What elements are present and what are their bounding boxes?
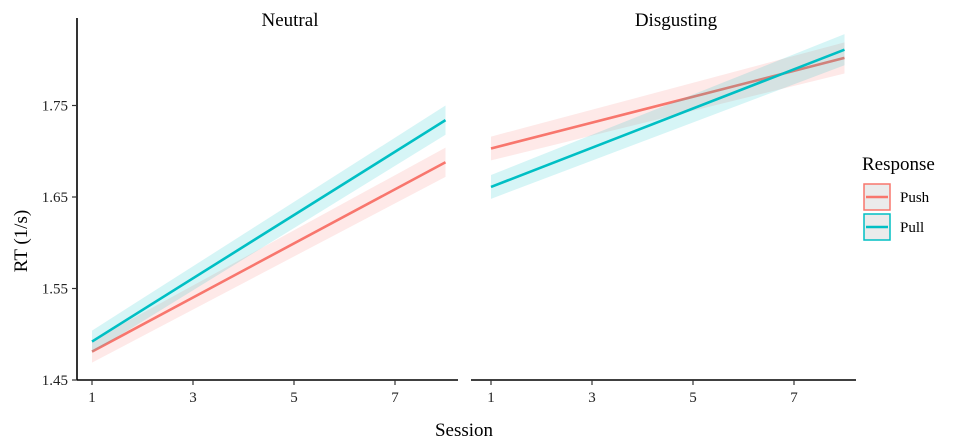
- series-line-pull: [490, 48, 845, 189]
- legend-label-pull: Pull: [900, 220, 924, 236]
- legend-key-pull: [863, 213, 891, 241]
- facet-neutral: Neutral 1 3 5 7: [77, 10, 458, 406]
- y-tick-label: 1.65: [42, 190, 68, 206]
- ci-band-push: [491, 42, 845, 161]
- x-tick-label: 5: [290, 390, 298, 406]
- legend-title: Response: [862, 154, 935, 175]
- facet-disgusting: Disgusting 1 3 5 7: [471, 10, 856, 406]
- facet-title: Disgusting: [635, 10, 718, 31]
- x-tick-label: 7: [790, 390, 798, 406]
- x-tick-label: 3: [189, 390, 197, 406]
- y-tick-label: 1.75: [42, 99, 68, 115]
- x-tick-label: 3: [588, 390, 596, 406]
- ci-band-pull: [491, 34, 845, 199]
- x-tick-label: 7: [391, 390, 399, 406]
- x-axis-title: Session: [435, 420, 494, 440]
- y-axis-title: RT (1/s): [11, 210, 32, 272]
- y-tick-label: 1.55: [42, 282, 68, 298]
- x-tick-label: 5: [689, 390, 697, 406]
- x-tick-label: 1: [88, 390, 96, 406]
- legend: Response Push Pull: [862, 154, 935, 241]
- ci-band-push: [92, 147, 446, 363]
- facet-title: Neutral: [262, 10, 319, 31]
- x-tick-label: 1: [487, 390, 495, 406]
- series-line-push: [91, 161, 447, 353]
- series-line-pull: [91, 119, 447, 343]
- legend-label-push: Push: [900, 190, 930, 206]
- ci-band-pull: [92, 105, 446, 353]
- y-axis: 1.45 1.55 1.65 1.75: [42, 18, 78, 389]
- legend-key-push: [863, 183, 891, 211]
- y-tick-label: 1.45: [42, 373, 68, 389]
